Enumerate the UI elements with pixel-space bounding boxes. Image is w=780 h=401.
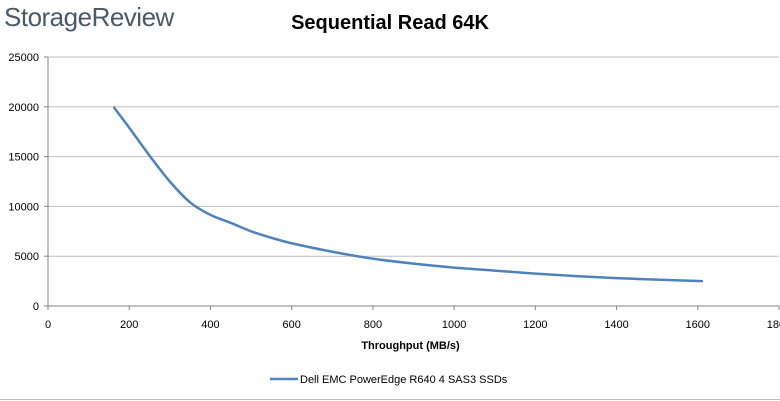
y-tick-label: 5000 [15,251,39,263]
x-tick-label: 200 [120,319,138,331]
x-tick-label: 800 [364,319,382,331]
x-tick-label: 1000 [442,319,466,331]
x-tick-label: 400 [201,319,219,331]
series-line [112,106,704,283]
legend-entry: Dell EMC PowerEdge R640 4 SAS3 SSDs [300,374,508,386]
x-tick-label: 600 [282,319,300,331]
y-tick-label: 15000 [8,152,39,164]
y-tick-label: 10000 [8,201,39,213]
x-tick-label: 0 [45,319,51,331]
x-tick-label: 1800 [767,319,780,331]
y-tick-label: 20000 [8,102,39,114]
x-axis-label: Throughput (MB/s) [361,340,460,352]
chart-title: Sequential Read 64K [291,12,489,34]
storagereview-logo: StorageReview [4,2,174,32]
x-tick-label: 1600 [686,319,710,331]
axes [47,57,779,307]
x-tick-label: 1200 [523,319,547,331]
bottom-divider [0,399,780,400]
y-tick-label: 0 [33,301,39,313]
x-tick-label: 1400 [604,319,628,331]
x-axis-ticks: 0 200 400 600 800 1000 1200 1400 1600 1800 [45,306,780,331]
gridlines [48,56,779,257]
y-axis-ticks: 0 5000 10000 15000 20000 25000 [8,52,48,313]
series-group [112,106,704,283]
legend: Dell EMC PowerEdge R640 4 SAS3 SSDs [270,374,508,386]
y-tick-label: 25000 [8,52,39,64]
